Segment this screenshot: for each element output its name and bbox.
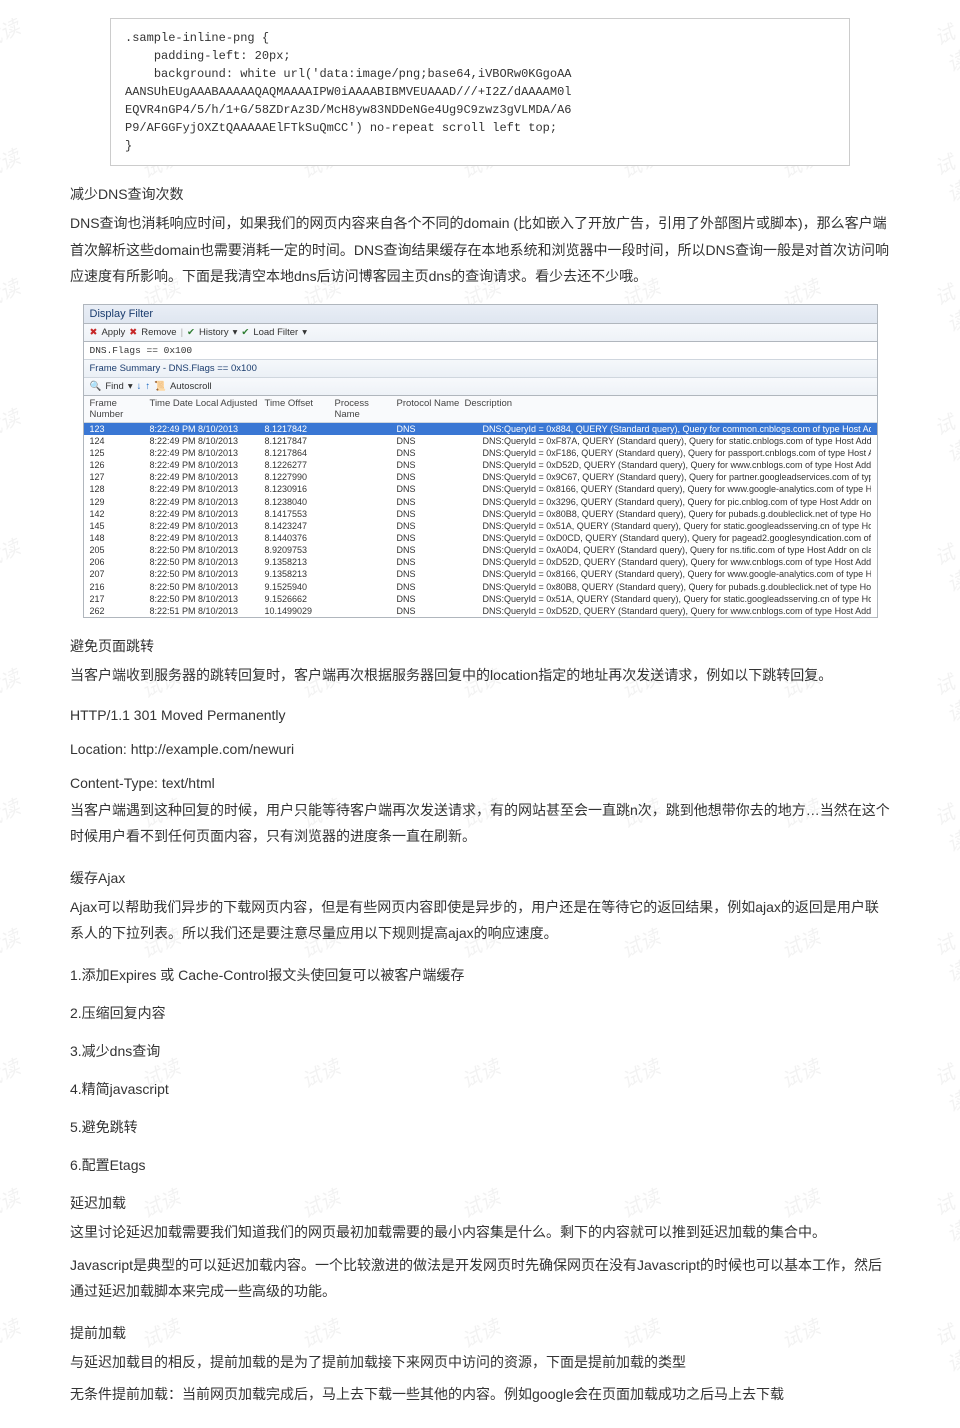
- list-item: 5.避免跳转: [70, 1117, 890, 1137]
- history-icon: ✔: [187, 327, 195, 338]
- find-icon[interactable]: 🔍: [90, 381, 102, 392]
- para-ajax: Ajax可以帮助我们异步的下载网页内容，但是有些网页内容即使是异步的，用户还是在…: [70, 894, 890, 947]
- heading-ajax: 缓存Ajax: [70, 868, 890, 888]
- col-proto: Protocol Name: [397, 398, 465, 420]
- panel-toolbar-1: ✖ Apply ✖ Remove | ✔ History ▾ ✔ Load Fi…: [84, 324, 877, 342]
- code-block: .sample-inline-png { padding-left: 20px;…: [110, 18, 850, 166]
- history-button[interactable]: History: [199, 327, 229, 338]
- para-preload: 与延迟加载目的相反，提前加载的是为了提前加载接下来网页中访问的资源，下面是提前加…: [70, 1349, 890, 1376]
- summary-title: Frame Summary - DNS.Flags == 0x100: [84, 360, 877, 378]
- heading-lazy: 延迟加载: [70, 1193, 890, 1213]
- col-frame: Frame Number: [90, 398, 150, 420]
- panel-toolbar-2: 🔍 Find ▾ ↓ ↑ 📜 Autoscroll: [84, 378, 877, 396]
- para-preload2: 无条件提前加载：当前网页加载完成后，马上去下载一些其他的内容。例如google会…: [70, 1381, 890, 1408]
- table-body: 1238:22:49 PM 8/10/20138.1217842DNSDNS:Q…: [84, 423, 877, 617]
- list-item: 4.精简javascript: [70, 1079, 890, 1099]
- table-row[interactable]: 1428:22:49 PM 8/10/20138.1417553DNSDNS:Q…: [84, 508, 877, 520]
- table-row[interactable]: 1238:22:49 PM 8/10/20138.1217842DNSDNS:Q…: [84, 423, 877, 435]
- table-row[interactable]: 2168:22:50 PM 8/10/20139.1525940DNSDNS:Q…: [84, 581, 877, 593]
- table-row[interactable]: 2628:22:51 PM 8/10/201310.1499029DNSDNS:…: [84, 605, 877, 617]
- col-offset: Time Offset: [265, 398, 335, 420]
- list-item: 2.压缩回复内容: [70, 1003, 890, 1023]
- http-ct: Content-Type: text/html: [70, 775, 890, 791]
- http-status: HTTP/1.1 301 Moved Permanently: [70, 707, 890, 723]
- table-row[interactable]: 1458:22:49 PM 8/10/20138.1423247DNSDNS:Q…: [84, 520, 877, 532]
- remove-icon[interactable]: ✖: [90, 327, 98, 338]
- table-row[interactable]: 1258:22:49 PM 8/10/20138.1217864DNSDNS:Q…: [84, 447, 877, 459]
- table-row[interactable]: 2078:22:50 PM 8/10/20139.1358213DNSDNS:Q…: [84, 568, 877, 580]
- col-desc: Description: [465, 398, 871, 420]
- table-row[interactable]: 1278:22:49 PM 8/10/20138.1227990DNSDNS:Q…: [84, 471, 877, 483]
- para-redirect: 当客户端收到服务器的跳转回复时，客户端再次根据服务器回复中的location指定…: [70, 662, 890, 689]
- filter-expression[interactable]: DNS.Flags == 0x100: [84, 342, 877, 360]
- heading-preload: 提前加载: [70, 1323, 890, 1343]
- table-row[interactable]: 1288:22:49 PM 8/10/20138.1230916DNSDNS:Q…: [84, 483, 877, 495]
- table-row[interactable]: 1298:22:49 PM 8/10/20138.1238040DNSDNS:Q…: [84, 496, 877, 508]
- arrow-up-icon[interactable]: ↑: [145, 381, 150, 392]
- list-item: 6.配置Etags: [70, 1155, 890, 1175]
- load-filter-button[interactable]: Load Filter: [253, 327, 298, 338]
- filter-icon: ✔: [241, 327, 249, 338]
- autoscroll-icon[interactable]: 📜: [154, 381, 166, 392]
- table-row[interactable]: 2068:22:50 PM 8/10/20139.1358213DNSDNS:Q…: [84, 556, 877, 568]
- list-item: 1.添加Expires 或 Cache-Control报文头使回复可以被客户端缓…: [70, 965, 890, 985]
- col-time: Time Date Local Adjusted: [150, 398, 265, 420]
- remove-icon2[interactable]: ✖: [129, 327, 137, 338]
- para-lazy2: Javascript是典型的可以延迟加载内容。一个比较激进的做法是开发网页时先确…: [70, 1252, 890, 1305]
- autoscroll-button[interactable]: Autoscroll: [170, 381, 212, 392]
- table-header: Frame Number Time Date Local Adjusted Ti…: [84, 396, 877, 423]
- panel-title: Display Filter: [84, 305, 877, 324]
- table-row[interactable]: 1488:22:49 PM 8/10/20138.1440376DNSDNS:Q…: [84, 532, 877, 544]
- col-proc: Process Name: [335, 398, 397, 420]
- find-button[interactable]: Find: [105, 381, 123, 392]
- remove-button[interactable]: Remove: [141, 327, 176, 338]
- http-location: Location: http://example.com/newuri: [70, 741, 890, 757]
- arrow-down-icon[interactable]: ↓: [137, 381, 142, 392]
- table-row[interactable]: 2058:22:50 PM 8/10/20138.9209753DNSDNS:Q…: [84, 544, 877, 556]
- list-item: 3.减少dns查询: [70, 1041, 890, 1061]
- table-row[interactable]: 1268:22:49 PM 8/10/20138.1226277DNSDNS:Q…: [84, 459, 877, 471]
- para-redirect2: 当客户端遇到这种回复的时候，用户只能等待客户端再次发送请求，有的网站甚至会一直跳…: [70, 797, 890, 850]
- heading-redirect: 避免页面跳转: [70, 636, 890, 656]
- apply-button[interactable]: Apply: [101, 327, 125, 338]
- table-row[interactable]: 1248:22:49 PM 8/10/20138.1217847DNSDNS:Q…: [84, 435, 877, 447]
- para-lazy: 这里讨论延迟加载需要我们知道我们的网页最初加载需要的最小内容集是什么。剩下的内容…: [70, 1219, 890, 1246]
- heading-dns: 减少DNS查询次数: [70, 184, 890, 204]
- para-dns: DNS查询也消耗响应时间，如果我们的网页内容来自各个不同的domain (比如嵌…: [70, 210, 890, 290]
- table-row[interactable]: 2178:22:50 PM 8/10/20139.1526662DNSDNS:Q…: [84, 593, 877, 605]
- network-monitor-panel: Display Filter ✖ Apply ✖ Remove | ✔ Hist…: [83, 304, 878, 618]
